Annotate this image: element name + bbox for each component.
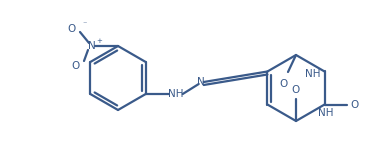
- Text: N: N: [197, 77, 205, 87]
- Text: NH: NH: [318, 108, 334, 118]
- Text: O: O: [280, 79, 288, 89]
- Text: NH: NH: [168, 89, 183, 99]
- Text: ⁻: ⁻: [82, 20, 86, 29]
- Text: O: O: [292, 85, 300, 95]
- Text: NH: NH: [305, 69, 320, 79]
- Text: O: O: [351, 99, 359, 110]
- Text: O: O: [68, 24, 76, 34]
- Text: N: N: [88, 41, 96, 51]
- Text: +: +: [96, 38, 102, 44]
- Text: O: O: [72, 61, 80, 71]
